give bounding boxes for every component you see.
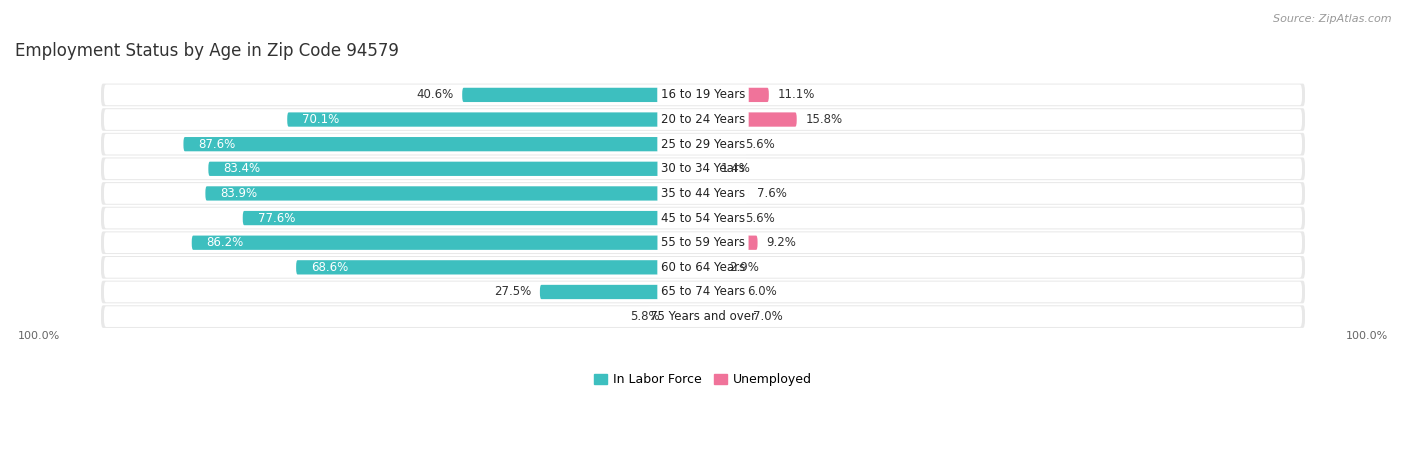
FancyBboxPatch shape [101,83,1305,106]
Text: 9.2%: 9.2% [766,236,796,249]
FancyBboxPatch shape [287,112,703,127]
Text: 6.0%: 6.0% [748,285,778,299]
Text: 5.8%: 5.8% [630,310,659,323]
Text: 83.9%: 83.9% [221,187,257,200]
FancyBboxPatch shape [205,186,703,201]
FancyBboxPatch shape [104,158,1302,179]
Text: 20 to 24 Years: 20 to 24 Years [661,113,745,126]
FancyBboxPatch shape [703,88,769,102]
FancyBboxPatch shape [191,235,703,250]
FancyBboxPatch shape [703,186,748,201]
Text: 7.6%: 7.6% [756,187,787,200]
Text: 75 Years and over: 75 Years and over [650,310,756,323]
FancyBboxPatch shape [104,306,1302,327]
FancyBboxPatch shape [104,208,1302,228]
FancyBboxPatch shape [703,235,758,250]
Text: 68.6%: 68.6% [311,261,349,274]
FancyBboxPatch shape [703,112,797,127]
FancyBboxPatch shape [104,134,1302,155]
FancyBboxPatch shape [104,257,1302,278]
FancyBboxPatch shape [101,256,1305,279]
FancyBboxPatch shape [297,260,703,275]
Text: 5.6%: 5.6% [745,212,775,225]
FancyBboxPatch shape [101,281,1305,304]
FancyBboxPatch shape [243,211,703,225]
FancyBboxPatch shape [183,137,703,152]
Text: 2.9%: 2.9% [730,261,759,274]
Legend: In Labor Force, Unemployed: In Labor Force, Unemployed [589,368,817,391]
FancyBboxPatch shape [101,133,1305,156]
FancyBboxPatch shape [703,161,711,176]
FancyBboxPatch shape [669,309,703,324]
Text: 15.8%: 15.8% [806,113,842,126]
Text: 86.2%: 86.2% [207,236,243,249]
FancyBboxPatch shape [101,305,1305,328]
Text: 70.1%: 70.1% [302,113,339,126]
FancyBboxPatch shape [703,211,737,225]
FancyBboxPatch shape [540,285,703,299]
Text: 77.6%: 77.6% [257,212,295,225]
Text: 27.5%: 27.5% [494,285,531,299]
Text: 45 to 54 Years: 45 to 54 Years [661,212,745,225]
FancyBboxPatch shape [703,285,738,299]
Text: 55 to 59 Years: 55 to 59 Years [661,236,745,249]
FancyBboxPatch shape [703,309,745,324]
Text: 1.4%: 1.4% [720,162,749,175]
Text: 83.4%: 83.4% [224,162,260,175]
Text: 11.1%: 11.1% [778,88,815,101]
FancyBboxPatch shape [104,281,1302,302]
Text: 5.6%: 5.6% [745,138,775,151]
Text: 30 to 34 Years: 30 to 34 Years [661,162,745,175]
Text: Source: ZipAtlas.com: Source: ZipAtlas.com [1274,14,1392,23]
FancyBboxPatch shape [104,183,1302,204]
Text: 16 to 19 Years: 16 to 19 Years [661,88,745,101]
Text: 87.6%: 87.6% [198,138,236,151]
FancyBboxPatch shape [101,231,1305,254]
FancyBboxPatch shape [104,109,1302,130]
Text: 60 to 64 Years: 60 to 64 Years [661,261,745,274]
Text: 25 to 29 Years: 25 to 29 Years [661,138,745,151]
FancyBboxPatch shape [703,137,737,152]
FancyBboxPatch shape [703,260,720,275]
FancyBboxPatch shape [463,88,703,102]
FancyBboxPatch shape [104,84,1302,105]
Text: 100.0%: 100.0% [18,331,60,341]
FancyBboxPatch shape [101,182,1305,205]
Text: 65 to 74 Years: 65 to 74 Years [661,285,745,299]
Text: 100.0%: 100.0% [1346,331,1388,341]
Text: 40.6%: 40.6% [416,88,453,101]
Text: 35 to 44 Years: 35 to 44 Years [661,187,745,200]
FancyBboxPatch shape [101,207,1305,230]
FancyBboxPatch shape [101,108,1305,131]
Text: 7.0%: 7.0% [754,310,783,323]
FancyBboxPatch shape [208,161,703,176]
FancyBboxPatch shape [101,157,1305,180]
FancyBboxPatch shape [104,232,1302,253]
Text: Employment Status by Age in Zip Code 94579: Employment Status by Age in Zip Code 945… [15,42,399,60]
